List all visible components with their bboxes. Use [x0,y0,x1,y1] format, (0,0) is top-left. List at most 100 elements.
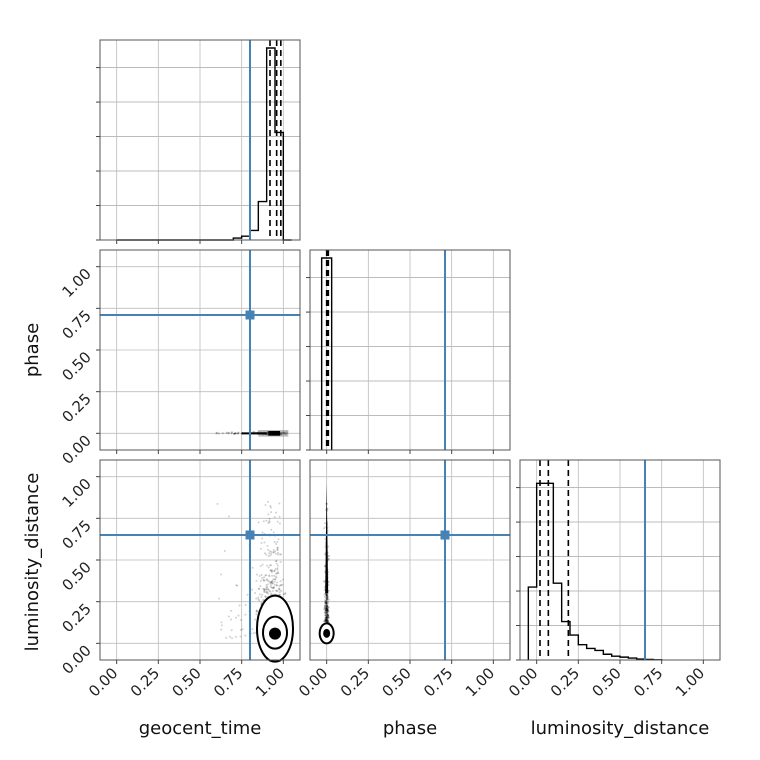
sample-point [260,601,263,604]
sample-point [325,603,328,606]
truth-marker [440,530,450,540]
sample-point [268,517,271,520]
sample-point [325,600,328,603]
sample-point [327,620,330,623]
sample-point [325,605,328,608]
sample-point [265,591,268,594]
sample-point [267,592,270,595]
sample-point [326,604,329,607]
sample-point [255,613,258,616]
contour-spike [325,483,329,594]
sample-point [230,609,233,612]
sample-point [235,584,238,587]
sample-point [270,528,273,531]
sample-point [323,618,326,621]
sample-point [269,569,272,572]
sample-point [325,609,328,612]
sample-point [325,603,328,606]
sample-point [326,618,329,621]
sample-point [325,600,328,603]
sample-point [325,594,328,597]
sample-point [325,616,328,619]
sample-point [326,619,329,622]
sample-point [324,620,327,623]
sample-point [267,555,270,558]
sample-point [266,578,269,581]
sample-point [326,613,329,616]
sample-point [325,618,328,621]
sample-point [326,609,329,612]
sample-point [275,572,278,575]
sample-point [327,600,330,603]
sample-point [323,606,326,609]
sample-point [273,516,276,519]
sample-point [327,558,330,561]
sample-point [277,571,280,574]
sample-point [323,595,326,598]
sample-point [325,608,328,611]
x-tick-label: 1.00 [672,664,708,700]
contour-layer [241,430,335,663]
sample-point [276,548,279,551]
sample-point [262,520,265,523]
sample-point [230,618,233,621]
sample-point [270,511,273,514]
sample-point [326,609,329,612]
sample-point [273,574,276,577]
sample-point [269,585,272,588]
sample-point [268,520,271,523]
sample-point [324,605,327,608]
sample-point [327,595,330,598]
sample-point [255,609,258,612]
sample-point [278,588,281,591]
sample-point [274,552,277,555]
sample-point [326,502,329,505]
sample-point [328,554,331,557]
sample-point [276,546,279,549]
sample-point [324,620,327,623]
sample-point [273,580,276,583]
sample-point [225,431,228,434]
sample-point [217,432,220,435]
y-tick-label: 1.00 [58,475,94,511]
sample-point [324,620,327,623]
sample-point [278,553,281,556]
sample-point [326,611,329,614]
sample-point [326,596,329,599]
sample-point [327,557,330,560]
sample-point [234,432,237,435]
sample-point [265,519,268,522]
truth-marker [245,310,255,320]
sample-point [323,527,326,530]
sample-point [234,616,237,619]
sample-point [324,609,327,612]
sample-point [325,602,328,605]
y-tick-label: 1.00 [58,265,94,301]
sample-point [269,554,272,557]
sample-point [230,629,233,632]
sample-point [262,579,265,582]
sample-point [325,606,328,609]
x-tick-label: 0.25 [337,664,373,700]
sample-point [252,632,255,635]
histogram-luminosity_distance [527,482,663,661]
sample-point [275,543,278,546]
sample-point [234,635,237,638]
sample-point [326,614,329,617]
sample-point [280,589,283,592]
sample-point [326,608,329,611]
sample-point [325,619,328,622]
sample-point [270,570,273,573]
sample-point [325,593,328,596]
histogram-geocent_time [116,47,292,241]
sample-point [270,592,273,595]
sample-point [326,598,329,601]
sample-point [325,609,328,612]
sample-point [244,604,247,607]
sample-point [325,620,328,623]
sample-point [324,618,327,621]
sample-point [325,620,328,623]
sample-point [326,605,329,608]
sample-point [275,589,278,592]
sample-point [325,612,328,615]
